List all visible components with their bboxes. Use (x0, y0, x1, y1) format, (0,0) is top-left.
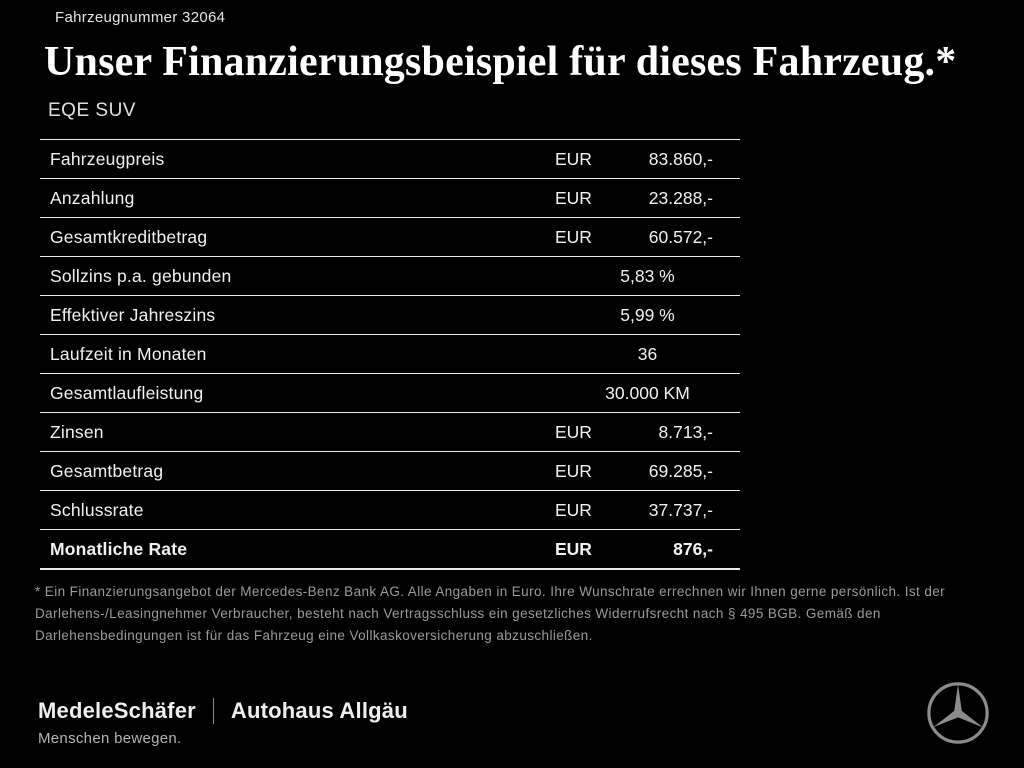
row-label: Monatliche Rate (50, 538, 188, 559)
table-row: Schlussrate EUR 37.737,- (40, 490, 740, 529)
dealer-logos: MedeleSchäfer Autohaus Allgäu (38, 698, 408, 724)
row-value: 8.713,- (658, 421, 713, 442)
dealer-primary-logo: MedeleSchäfer (38, 698, 196, 723)
row-label: Schlussrate (50, 499, 144, 520)
vehicle-model: EQE SUV (48, 100, 136, 121)
dealer-tagline: Menschen bewegen. (38, 730, 182, 747)
row-value: 83.860,- (648, 148, 713, 169)
row-currency: EUR (555, 499, 592, 520)
table-row: Effektiver Jahreszins 5,99 % (40, 295, 740, 334)
row-value: 23.288,- (648, 187, 713, 208)
row-currency: EUR (555, 538, 592, 559)
row-label: Effektiver Jahreszins (50, 304, 216, 325)
row-currency: EUR (555, 460, 592, 481)
table-row: Gesamtbetrag EUR 69.285,- (40, 451, 740, 490)
row-label: Fahrzeugpreis (50, 148, 165, 169)
mercedes-star-icon (927, 682, 989, 744)
row-label: Gesamtbetrag (50, 460, 164, 481)
table-row: Gesamtkreditbetrag EUR 60.572,- (40, 217, 740, 256)
footer-divider (212, 698, 214, 724)
table-row: Laufzeit in Monaten 36 (40, 334, 740, 373)
row-currency: EUR (555, 226, 592, 247)
row-value: 60.572,- (648, 226, 713, 247)
dealer-secondary-logo: Autohaus Allgäu (230, 698, 408, 723)
page-title: Unser Finanzierungsbeispiel für dieses F… (44, 39, 957, 85)
finance-table: Fahrzeugpreis EUR 83.860,- Anzahlung EUR… (40, 139, 740, 570)
row-value: 69.285,- (648, 460, 713, 481)
row-value: 37.737,- (648, 499, 713, 520)
row-label: Sollzins p.a. gebunden (50, 265, 232, 286)
row-value: 876,- (673, 538, 713, 559)
legal-footnote: * Ein Finanzierungsangebot der Mercedes-… (35, 584, 946, 643)
row-value: 30.000 KM (605, 382, 690, 403)
table-row: Fahrzeugpreis EUR 83.860,- (40, 139, 740, 178)
footer: MedeleSchäfer Autohaus Allgäu Menschen b… (38, 698, 408, 747)
row-currency: EUR (555, 187, 592, 208)
row-label: Laufzeit in Monaten (50, 343, 207, 364)
row-currency: EUR (555, 421, 592, 442)
row-label: Zinsen (50, 421, 104, 442)
table-row: Monatliche Rate EUR 876,- (40, 529, 740, 570)
row-value: 5,99 % (620, 304, 675, 325)
table-row: Zinsen EUR 8.713,- (40, 412, 740, 451)
table-row: Gesamtlaufleistung 30.000 KM (40, 373, 740, 412)
row-label: Anzahlung (50, 187, 135, 208)
table-row: Sollzins p.a. gebunden 5,83 % (40, 256, 740, 295)
row-value: 36 (637, 343, 658, 364)
row-label: Gesamtlaufleistung (50, 382, 204, 403)
row-value: 5,83 % (620, 265, 675, 286)
row-currency: EUR (555, 148, 592, 169)
table-row: Anzahlung EUR 23.288,- (40, 178, 740, 217)
row-label: Gesamtkreditbetrag (50, 226, 208, 247)
vehicle-number: Fahrzeugnummer 32064 (55, 9, 226, 26)
